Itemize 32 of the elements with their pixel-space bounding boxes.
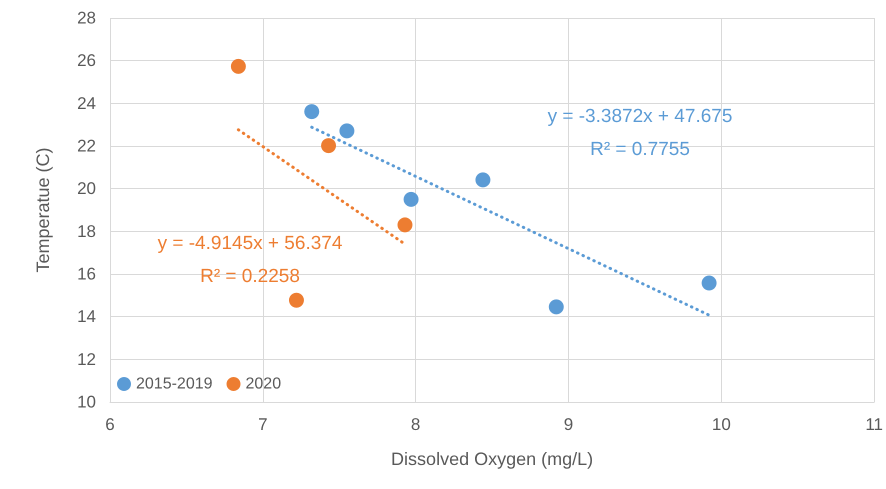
x-tick-label: 8 bbox=[410, 415, 420, 434]
point bbox=[475, 172, 490, 188]
y-tick-label: 22 bbox=[77, 136, 96, 156]
point bbox=[288, 292, 304, 308]
point bbox=[321, 138, 336, 154]
point bbox=[397, 217, 412, 232]
y-axis-title: Temperatue (C) bbox=[33, 147, 53, 273]
point bbox=[404, 192, 419, 207]
y-tick-label: 26 bbox=[77, 51, 96, 70]
point bbox=[304, 104, 320, 120]
x-tick-label: 11 bbox=[865, 415, 884, 434]
y-tick-label: 10 bbox=[77, 392, 96, 412]
x-tick-label: 6 bbox=[105, 415, 115, 434]
point bbox=[702, 275, 717, 290]
point bbox=[548, 299, 564, 314]
x-tick-label: 7 bbox=[258, 415, 268, 434]
y-tick-label: 24 bbox=[77, 94, 96, 113]
y-tick-label: 14 bbox=[77, 307, 96, 326]
y-tick-label: 20 bbox=[77, 179, 96, 198]
x-axis-title: Dissolved Oxygen (mg/L) bbox=[391, 449, 594, 469]
x-tick-label: 9 bbox=[564, 415, 574, 434]
annotation: y = -3.3872x + 47.675 R² = 0.7755 bbox=[548, 106, 732, 160]
point bbox=[230, 58, 246, 74]
x-tick-label: 10 bbox=[712, 415, 731, 434]
legend-label: 2015-2019 bbox=[136, 376, 213, 392]
point bbox=[339, 123, 354, 138]
annotation: y = -4.9145x + 56.374 R² = 0.2258 bbox=[158, 233, 343, 287]
y-tick-label: 16 bbox=[77, 264, 96, 284]
y-tick-label: 18 bbox=[77, 222, 96, 241]
legend-label: 2020 bbox=[246, 376, 282, 392]
y-tick-label: 28 bbox=[77, 8, 96, 28]
y-tick-label: 12 bbox=[77, 350, 96, 369]
